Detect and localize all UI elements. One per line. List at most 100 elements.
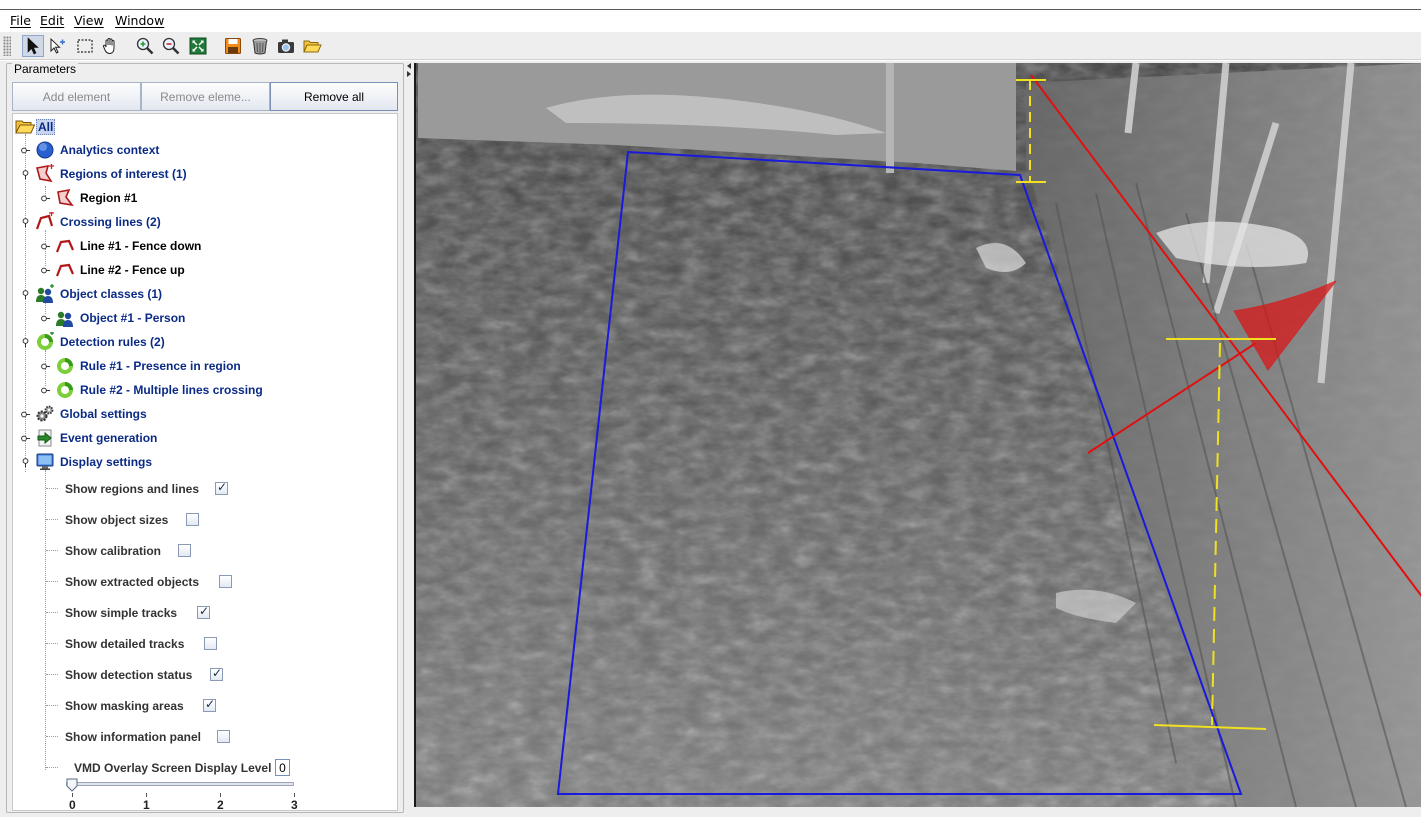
collapse-arrows-icon[interactable] bbox=[406, 63, 412, 77]
main-area: Parameters Add element Remove eleme... R… bbox=[0, 61, 1421, 817]
pan-hand-icon[interactable] bbox=[99, 35, 121, 57]
tree-line-1[interactable]: Line #1 - Fence down bbox=[55, 236, 201, 256]
option-show-calibration-checkbox[interactable] bbox=[178, 544, 191, 557]
option-show-detailed-tracks-label: Show detailed tracks bbox=[65, 637, 185, 651]
option-show-detailed-tracks-checkbox[interactable] bbox=[204, 637, 217, 650]
tree-regions-of-interest[interactable]: Regions of interest (1) bbox=[35, 164, 187, 184]
monitor-icon bbox=[35, 452, 55, 472]
slider-tick-label: 0 bbox=[69, 798, 76, 811]
select-point-icon[interactable] bbox=[46, 35, 68, 57]
video-status-strip bbox=[414, 807, 1421, 817]
menu-bar: File Edit View Window bbox=[0, 10, 1421, 32]
option-show-regions-and-lines-label: Show regions and lines bbox=[65, 482, 200, 496]
tree-region-1-label: Region #1 bbox=[80, 191, 138, 205]
tree-connector bbox=[46, 736, 58, 737]
menu-file[interactable]: File bbox=[10, 13, 31, 28]
tree-connector bbox=[46, 705, 58, 706]
option-show-object-sizes-checkbox[interactable] bbox=[186, 513, 199, 526]
camera-scene[interactable] bbox=[416, 63, 1421, 807]
tree-object-classes[interactable]: Object classes (1) bbox=[35, 284, 162, 304]
tree-display-settings[interactable]: Display settings bbox=[35, 452, 152, 472]
tree-collapsed-handle-icon[interactable] bbox=[21, 146, 30, 155]
slider-thumb-icon[interactable] bbox=[66, 778, 78, 792]
slider-tick bbox=[146, 793, 147, 797]
fit-to-window-icon[interactable] bbox=[187, 35, 209, 57]
toolbar-grip[interactable] bbox=[3, 36, 11, 56]
select-arrow-icon[interactable] bbox=[22, 35, 44, 57]
tree-collapsed-handle-icon[interactable] bbox=[41, 242, 50, 251]
remove-all-button[interactable]: Remove all bbox=[270, 82, 398, 111]
delete-icon[interactable] bbox=[249, 35, 271, 57]
tree-expanded-handle-icon[interactable] bbox=[21, 290, 30, 299]
crossing-line-icon bbox=[55, 260, 75, 280]
tree-object-1[interactable]: Object #1 - Person bbox=[55, 308, 185, 328]
toolbar bbox=[0, 32, 1421, 60]
option-show-simple-tracks-checkbox[interactable]: ✓ bbox=[197, 604, 210, 619]
tree-line-2[interactable]: Line #2 - Fence up bbox=[55, 260, 185, 280]
tree-root-all[interactable]: All bbox=[15, 117, 56, 137]
slider-tick bbox=[72, 793, 73, 797]
tree-expanded-handle-icon[interactable] bbox=[21, 218, 30, 227]
remove-element-button[interactable]: Remove eleme... bbox=[141, 82, 270, 111]
zoom-in-icon[interactable] bbox=[134, 35, 156, 57]
parameters-button-row: Add element Remove eleme... Remove all bbox=[12, 82, 398, 111]
tree-connector bbox=[46, 767, 58, 768]
tree-expanded-handle-icon[interactable] bbox=[21, 458, 30, 467]
tree-event-generation[interactable]: Event generation bbox=[35, 428, 157, 448]
slider-tick-label: 2 bbox=[217, 798, 224, 811]
crossing-line-icon bbox=[55, 236, 75, 256]
overlay-level-label: VMD Overlay Screen Display Level bbox=[74, 761, 272, 775]
tree-analytics-context[interactable]: Analytics context bbox=[35, 140, 159, 160]
tree-collapsed-handle-icon[interactable] bbox=[21, 410, 30, 419]
video-view[interactable] bbox=[414, 63, 1421, 807]
tree-collapsed-handle-icon[interactable] bbox=[41, 362, 50, 371]
option-show-regions-and-lines-checkbox[interactable]: ✓ bbox=[215, 480, 228, 495]
marquee-select-icon[interactable] bbox=[74, 35, 96, 57]
tree-expanded-handle-icon[interactable] bbox=[21, 170, 30, 179]
open-folder-icon bbox=[15, 117, 35, 137]
checkmark-icon: ✓ bbox=[199, 604, 210, 618]
tree-collapsed-handle-icon[interactable] bbox=[41, 266, 50, 275]
tree-collapsed-handle-icon[interactable] bbox=[21, 434, 30, 443]
tree-rule-2[interactable]: Rule #2 - Multiple lines crossing bbox=[55, 380, 263, 400]
tree-collapsed-handle-icon[interactable] bbox=[41, 386, 50, 395]
zoom-out-icon[interactable] bbox=[160, 35, 182, 57]
overlay-level-slider-track[interactable] bbox=[66, 782, 294, 786]
tree-expanded-handle-icon[interactable] bbox=[21, 338, 30, 347]
tree-line-1-label: Line #1 - Fence down bbox=[80, 239, 202, 253]
persons-icon bbox=[55, 308, 75, 328]
menu-view[interactable]: View bbox=[74, 13, 104, 28]
tree-region-1[interactable]: Region #1 bbox=[55, 188, 137, 208]
option-show-masking-areas-checkbox[interactable]: ✓ bbox=[203, 697, 216, 712]
tree-object-classes-label: Object classes (1) bbox=[60, 287, 163, 301]
save-icon[interactable] bbox=[222, 35, 244, 57]
checkmark-icon: ✓ bbox=[212, 666, 223, 680]
menu-edit[interactable]: Edit bbox=[40, 13, 65, 28]
option-show-detection-status-checkbox[interactable]: ✓ bbox=[210, 666, 223, 681]
slider-tick-label: 1 bbox=[143, 798, 150, 811]
tree-regions-label: Regions of interest (1) bbox=[60, 167, 187, 181]
tree-collapsed-handle-icon[interactable] bbox=[41, 194, 50, 203]
open-folder-icon[interactable] bbox=[301, 35, 323, 57]
menu-window[interactable]: Window bbox=[115, 13, 165, 28]
event-arrow-icon bbox=[35, 428, 55, 448]
option-show-extracted-objects-label: Show extracted objects bbox=[65, 575, 200, 589]
tree-connector bbox=[25, 134, 26, 472]
overlay-level-input[interactable]: 0 bbox=[275, 759, 290, 776]
split-pane-divider[interactable] bbox=[404, 61, 414, 817]
tree-connector bbox=[46, 519, 58, 520]
option-show-extracted-objects-checkbox[interactable] bbox=[219, 575, 232, 588]
option-show-information-panel-checkbox[interactable] bbox=[217, 730, 230, 743]
tree-line-2-label: Line #2 - Fence up bbox=[80, 263, 185, 277]
tree-collapsed-handle-icon[interactable] bbox=[41, 314, 50, 323]
tree-connector bbox=[46, 581, 58, 582]
add-element-button[interactable]: Add element bbox=[12, 82, 141, 111]
option-show-information-panel-label: Show information panel bbox=[65, 730, 202, 744]
tree-global-settings[interactable]: Global settings bbox=[35, 404, 147, 424]
tree-crossing-lines[interactable]: Crossing lines (2) bbox=[35, 212, 161, 232]
tree-rule-1[interactable]: Rule #1 - Presence in region bbox=[55, 356, 241, 376]
tree-detection-rules[interactable]: Detection rules (2) bbox=[35, 332, 165, 352]
crossing-line-add-icon bbox=[35, 212, 55, 232]
snapshot-camera-icon[interactable] bbox=[275, 35, 297, 57]
option-show-detection-status-label: Show detection status bbox=[65, 668, 193, 682]
